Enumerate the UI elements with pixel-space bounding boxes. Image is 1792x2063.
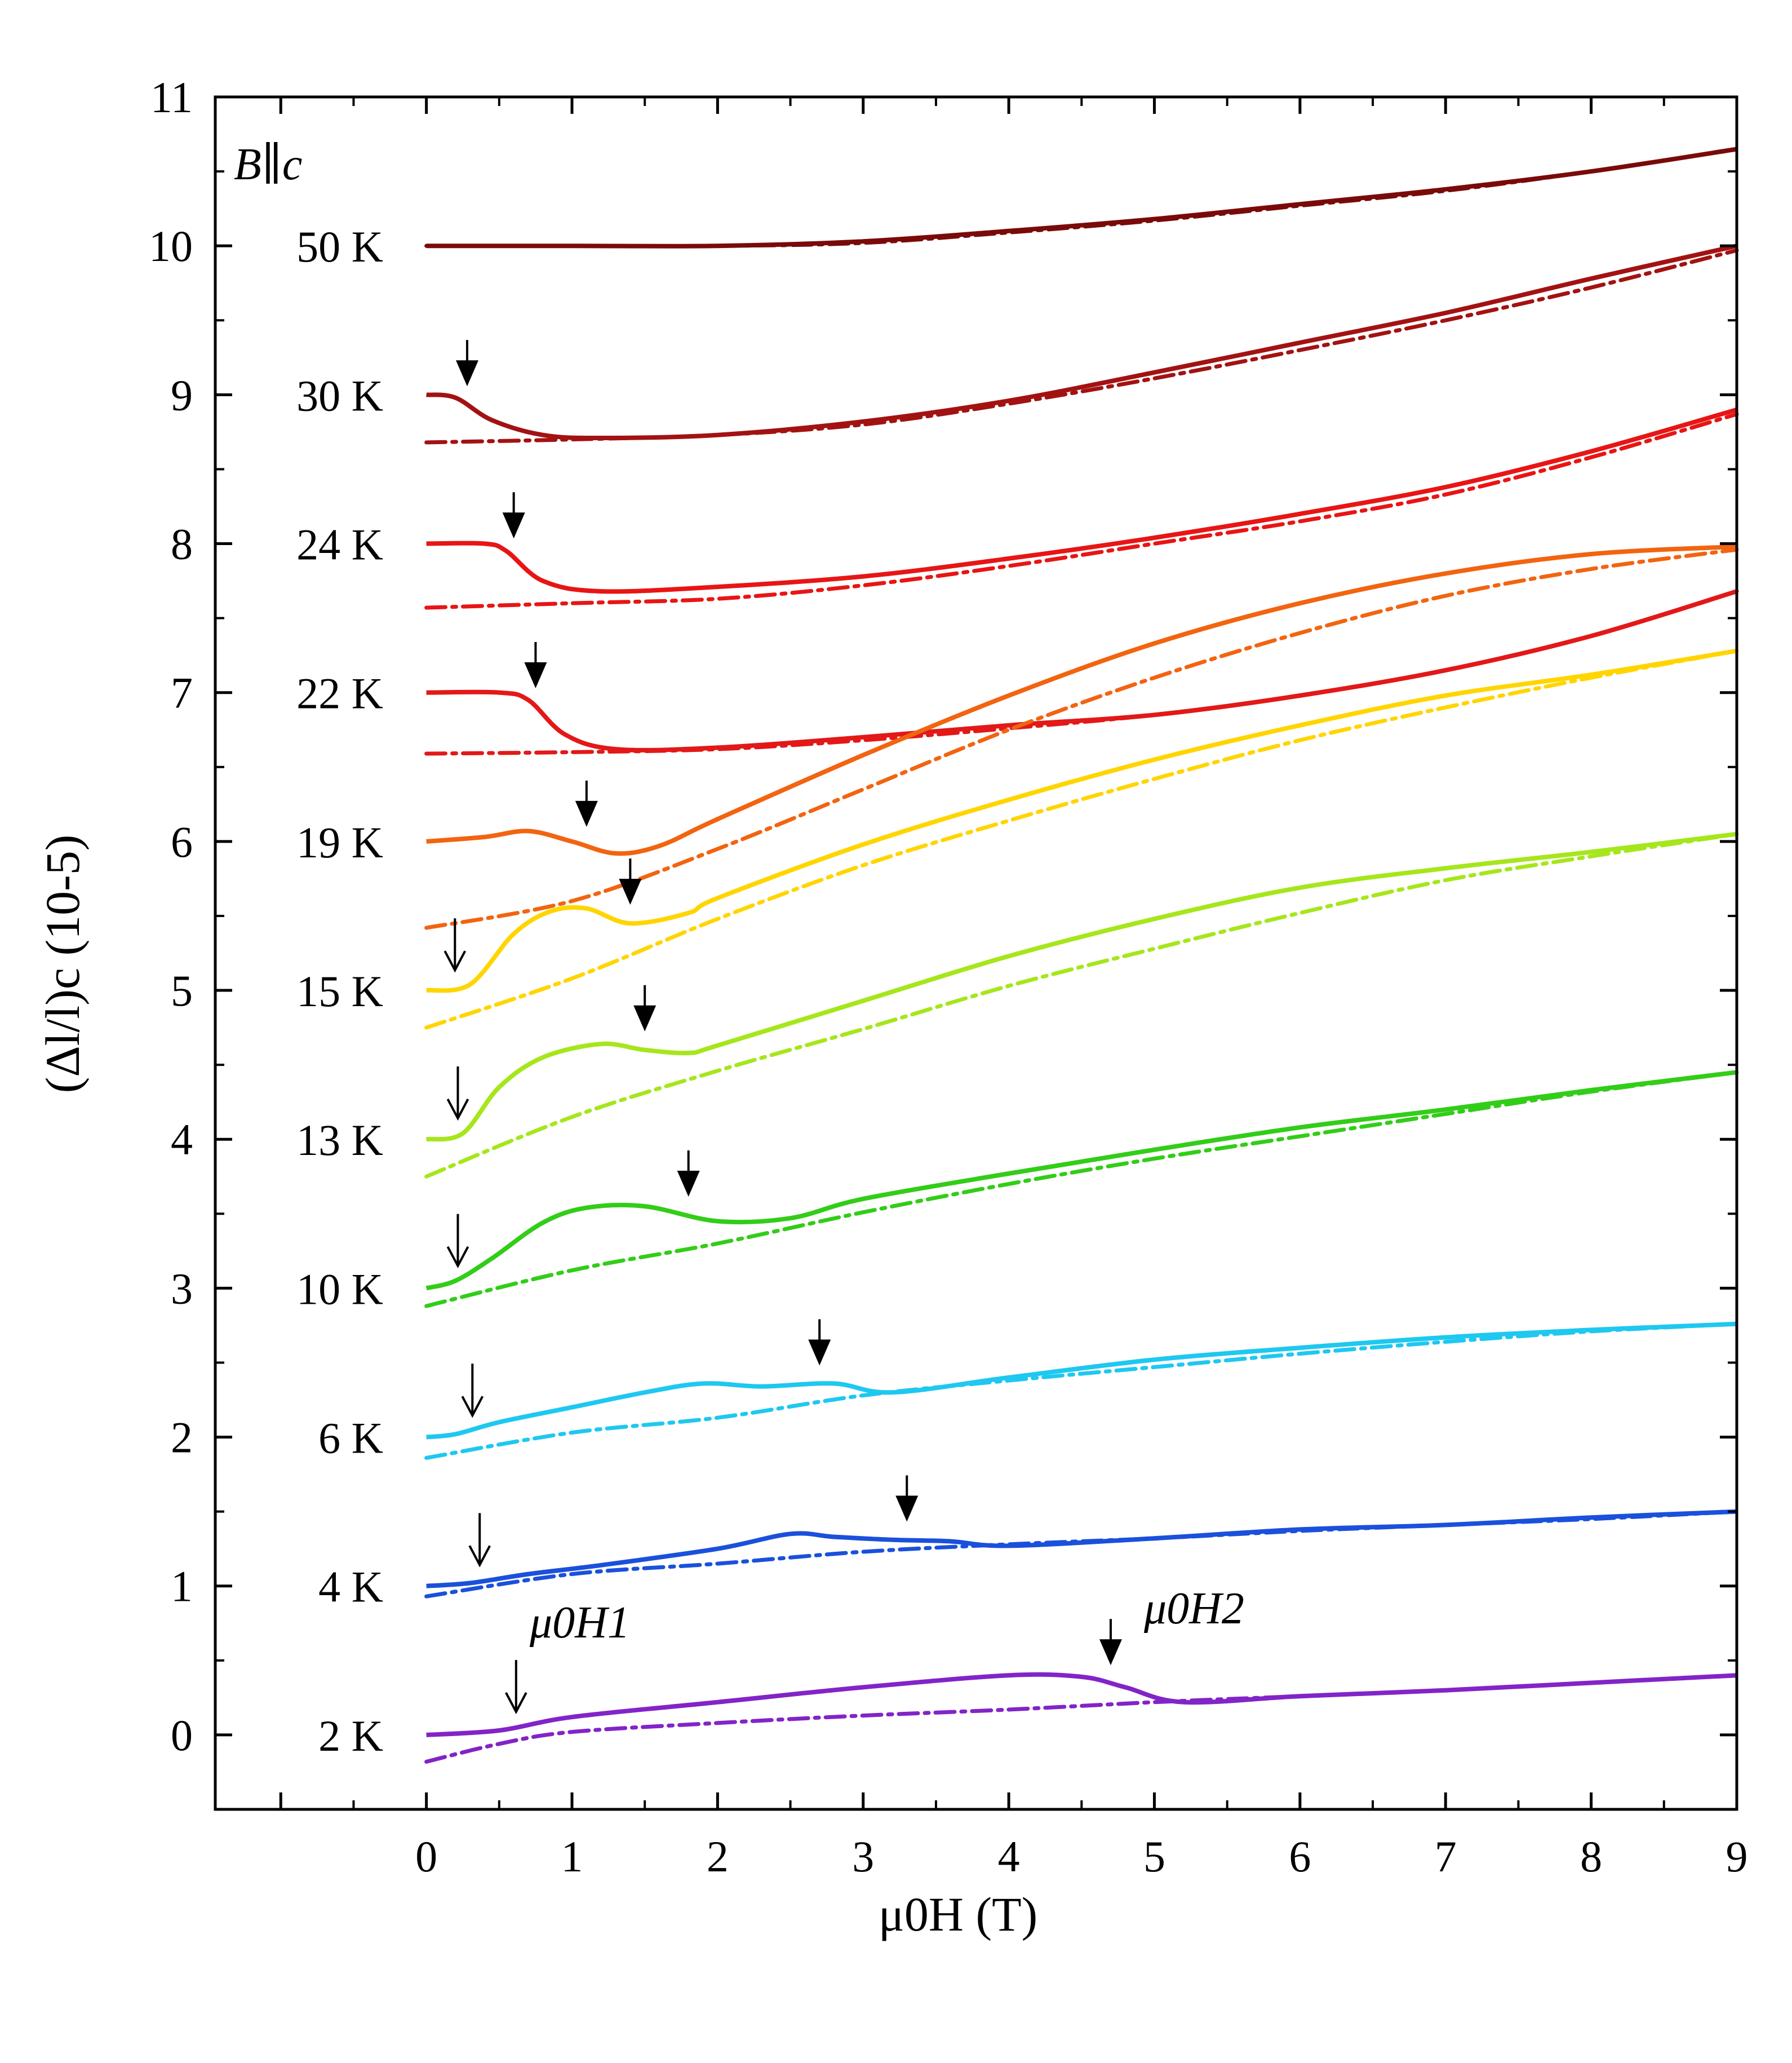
series-2k-up-curve: [426, 1672, 1737, 1737]
y-tick-label: 9: [171, 370, 193, 419]
series-24k-up-curve: [426, 407, 1738, 594]
h1-arrow-head-4k: [468, 1545, 491, 1568]
y-tick-label: 2: [171, 1413, 193, 1462]
y-axis-title: (Δl/l)c (10-5): [36, 835, 90, 1094]
temperature-label-4k: 4 K: [318, 1562, 383, 1612]
series-19k-down-curve: [424, 547, 1739, 930]
series-layer: [424, 147, 1739, 1764]
h1-arrow-head-2k: [505, 1692, 527, 1715]
series-6k-down-curve: [424, 1322, 1739, 1460]
series-6k-up-curve: [426, 1321, 1737, 1440]
h1-annotation: μ0H1: [529, 1598, 630, 1648]
h2-arrow-head-19k: [575, 800, 598, 827]
x-tick-label: 6: [1289, 1832, 1311, 1881]
h2-arrow-head-2k: [1099, 1639, 1122, 1666]
x-axis-title: μ0H (T): [879, 1887, 1038, 1941]
h2-arrow-head-15k: [619, 879, 642, 905]
x-tick-label: 3: [852, 1832, 874, 1881]
arrow-layer: [443, 340, 1122, 1715]
label-layer: 50 K 30 K 24 K 22 K 19 K 15 K 13 K 10 K 6 K 4 K 2 …: [296, 222, 383, 1760]
x-tick-label: 4: [998, 1832, 1020, 1881]
series-13k-down-curve: [424, 832, 1739, 1179]
temperature-label-19k: 19 K: [296, 818, 383, 867]
h2-arrow-head-13k: [633, 1005, 657, 1032]
temperature-label-15k: 15 K: [296, 967, 383, 1016]
series-10k-down-curve: [424, 1070, 1739, 1308]
h2-annotation: μ0H2: [1143, 1584, 1244, 1633]
y-tick-label: 10: [149, 222, 193, 271]
series-50k-up-curve: [426, 147, 1737, 249]
x-tick-label: 1: [561, 1832, 583, 1881]
series-19k-up-curve: [426, 544, 1737, 856]
y-tick-label: 5: [171, 966, 193, 1015]
y-tick-label: 6: [171, 817, 193, 866]
temperature-label-10k: 10 K: [296, 1264, 383, 1313]
h1-arrow-head-15k: [443, 950, 467, 973]
x-tick-label: 8: [1580, 1832, 1602, 1881]
h2-arrow-head-10k: [677, 1170, 700, 1197]
h2-arrow-head-30k: [455, 360, 478, 387]
field-direction-annotation: B∥c: [234, 140, 302, 189]
h1-arrow-head-13k: [446, 1099, 469, 1121]
y-tick-label: 4: [171, 1115, 193, 1164]
y-tick-label: 1: [171, 1562, 193, 1611]
temperature-label-6k: 6 K: [318, 1414, 383, 1463]
series-15k-up-curve: [426, 648, 1737, 993]
y-tick-label: 11: [150, 73, 193, 122]
x-tick-label: 9: [1726, 1832, 1748, 1881]
temperature-label-13k: 13 K: [296, 1115, 383, 1165]
h2-arrow-head-24k: [502, 512, 525, 539]
temperature-label-30k: 30 K: [296, 371, 383, 420]
y-tick-label: 0: [171, 1711, 193, 1760]
series-13k-up-curve: [425, 831, 1737, 1142]
series-4k-up-curve: [426, 1509, 1737, 1588]
plot-frame: [214, 95, 1738, 1811]
h1-arrow-head-10k: [446, 1246, 469, 1269]
axis-layer: 0 1 2 3 4 5 6 7 8 9 0 1 2 3 4 5 6 7 8 9 10 11: [149, 73, 1748, 1881]
temperature-label-50k: 50 K: [296, 222, 383, 271]
series-24k-down-curve: [424, 412, 1739, 610]
series-30k-up-curve: [426, 244, 1737, 440]
temperature-label-22k: 22 K: [296, 669, 383, 718]
series-22k-up-curve: [426, 589, 1738, 752]
temperature-label-24k: 24 K: [296, 520, 383, 569]
h2-arrow-head-4k: [895, 1495, 919, 1522]
temperature-label-2k: 2 K: [318, 1711, 383, 1760]
series-15k-down-curve: [424, 649, 1739, 1030]
x-tick-label: 0: [415, 1832, 437, 1881]
y-tick-label: 3: [171, 1264, 193, 1313]
y-tick-label: 8: [171, 520, 193, 569]
h2-arrow-head-6k: [808, 1339, 831, 1366]
x-tick-label: 5: [1143, 1832, 1165, 1881]
h1-arrow-head-6k: [461, 1396, 484, 1418]
y-tick-label: 7: [171, 669, 193, 718]
series-2k-down-curve: [424, 1673, 1739, 1764]
x-tick-label: 7: [1435, 1832, 1457, 1881]
series-10k-up-curve: [425, 1070, 1737, 1291]
x-tick-label: 2: [707, 1832, 729, 1881]
h2-arrow-head-22k: [524, 662, 547, 689]
